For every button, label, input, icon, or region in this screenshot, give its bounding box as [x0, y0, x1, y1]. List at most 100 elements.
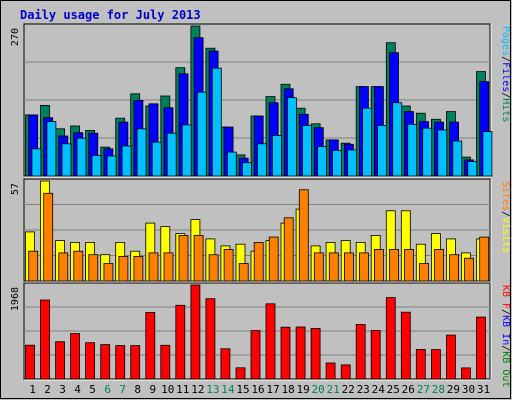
bar-pages: [136, 128, 147, 177]
legend-entry: KB In: [500, 315, 511, 345]
bar-kb-f: [415, 348, 426, 380]
bar-sites: [73, 250, 84, 282]
bar-pages: [76, 137, 87, 177]
bar-pages: [91, 154, 102, 177]
legend-entry: /: [500, 92, 511, 98]
bar-sites: [43, 192, 54, 282]
x-tick-label: 27: [417, 383, 430, 396]
bar-kb-f: [25, 344, 35, 380]
bar-kb-f: [100, 344, 111, 380]
bar-sites: [103, 263, 114, 282]
legend-entry: /: [500, 345, 511, 351]
legend-entry: /: [500, 211, 511, 217]
x-tick-label: 2: [44, 383, 51, 396]
y-max-label-1: 57: [10, 183, 21, 195]
x-tick-label: 4: [74, 383, 81, 396]
bar-sites: [238, 263, 249, 282]
bar-kb-f: [460, 367, 471, 380]
bar-kb-f: [400, 311, 411, 380]
bar-pages: [332, 149, 342, 177]
bar-kb-f: [325, 362, 336, 380]
bar-pages: [211, 67, 222, 177]
bar-pages: [422, 127, 433, 177]
bar-sites: [118, 255, 129, 282]
y-max-label-0: 270: [10, 28, 21, 46]
bar-kb-f: [130, 345, 141, 380]
bar-pages: [347, 149, 358, 177]
x-tick-label: 14: [221, 383, 235, 396]
bar-sites: [479, 236, 490, 282]
bar-sites: [268, 236, 279, 282]
x-tick-label: 17: [266, 383, 279, 396]
bar-sites: [253, 241, 264, 282]
bar-sites: [208, 254, 219, 282]
x-tick-label: 6: [104, 383, 111, 396]
x-tick-label: 9: [149, 383, 156, 396]
bar-pages: [31, 148, 42, 177]
bar-pages: [241, 162, 252, 177]
x-tick-label: 12: [191, 383, 204, 396]
x-tick-label: 22: [342, 383, 355, 396]
bar-pages: [61, 143, 72, 177]
x-tick-label: 13: [206, 383, 219, 396]
bar-kb-f: [115, 345, 126, 380]
x-tick-label: 31: [477, 383, 490, 396]
x-tick-label: 16: [251, 383, 264, 396]
bar-kb-f: [385, 297, 396, 380]
x-tick-label: 11: [176, 383, 189, 396]
bar-pages: [377, 125, 388, 177]
bar-sites: [193, 234, 204, 282]
y-max-label-2: 1968: [10, 287, 21, 311]
bar-kb-f: [190, 284, 201, 380]
bar-sites: [28, 250, 39, 282]
bar-pages: [407, 123, 418, 177]
x-tick-label: 29: [447, 383, 460, 396]
bar-pages: [467, 161, 478, 177]
bar-kb-f: [445, 334, 456, 380]
bar-pages: [482, 131, 493, 177]
legend-entry: /: [500, 309, 511, 315]
bar-sites: [404, 248, 414, 282]
x-tick-label: 7: [119, 383, 126, 396]
bar-pages: [46, 121, 57, 177]
bar-pages: [256, 143, 267, 177]
x-tick-label: 23: [357, 383, 370, 396]
legend-2: KB F/KB In/KB Out: [500, 285, 511, 387]
bar-kb-f: [160, 344, 171, 380]
bar-kb-f: [430, 349, 441, 380]
bar-pages: [271, 134, 282, 177]
bar-kb-f: [70, 333, 80, 380]
legend-entry: Sites: [500, 181, 511, 211]
bar-sites: [163, 252, 174, 282]
bar-sites: [133, 255, 144, 282]
bar-sites: [434, 248, 445, 282]
bar-sites: [328, 252, 339, 282]
bar-pages: [181, 124, 192, 177]
x-tick-label: 28: [432, 383, 445, 396]
bar-pages: [121, 145, 132, 177]
bar-pages: [452, 140, 463, 177]
bar-sites: [58, 252, 69, 282]
bar-kb-f: [370, 330, 381, 380]
bar-pages: [362, 107, 373, 177]
bar-sites: [464, 257, 475, 282]
x-tick-label: 24: [372, 383, 386, 396]
legend-entry: Visits: [500, 217, 511, 253]
x-tick-label: 1: [29, 383, 36, 396]
legend-entry: Hits: [500, 98, 511, 122]
bar-pages: [106, 155, 117, 177]
x-tick-label: 8: [134, 383, 141, 396]
bar-sites: [389, 248, 399, 282]
bar-kb-f: [295, 326, 306, 380]
bar-kb-f: [205, 298, 216, 380]
legend-0: Pages/Files/Hits: [500, 26, 511, 122]
bar-kb-f: [476, 316, 486, 380]
x-tick-label: 25: [387, 383, 400, 396]
x-tick-label: 15: [236, 383, 249, 396]
bar-sites: [343, 252, 354, 282]
bar-kb-f: [145, 311, 156, 380]
bar-sites: [419, 263, 429, 282]
x-tick-label: 21: [327, 383, 340, 396]
